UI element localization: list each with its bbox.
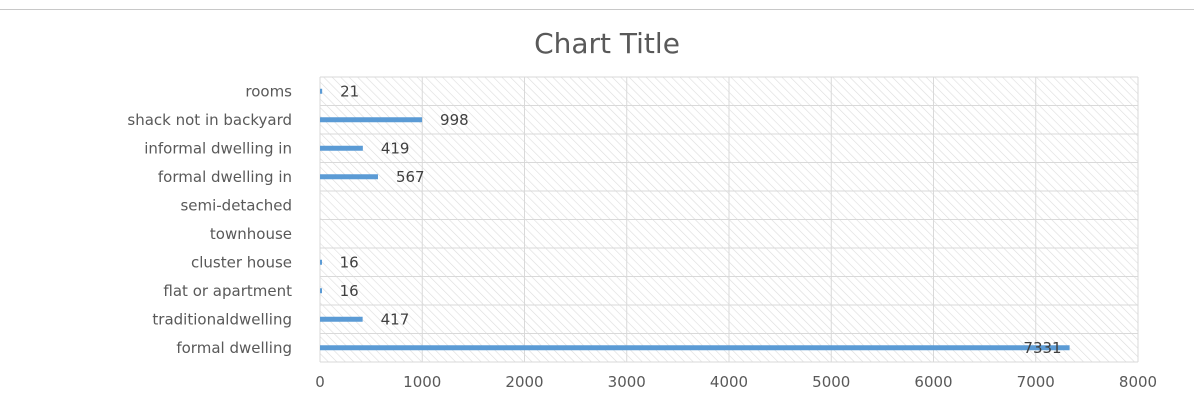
category-labels: formal dwelling traditionaldwelling flat o… [127,82,292,357]
bar [320,316,363,322]
gridlines [319,76,1139,363]
data-label: 21 [340,82,359,100]
data-label: 998 [440,111,469,129]
x-tick-label: 5000 [812,373,850,391]
bars [320,88,1070,351]
data-label: 419 [381,139,410,157]
category-label: traditionaldwelling [152,310,292,328]
category-label: flat or apartment [163,282,292,300]
x-tick-label: 7000 [1017,373,1055,391]
data-labels: 7331 417 16 16 567 419 998 21 [340,82,1062,357]
x-tick-label: 1000 [403,373,441,391]
bar [320,259,322,265]
bar [320,88,323,94]
bar [320,145,363,151]
x-tick-label: 3000 [608,373,646,391]
data-label: 417 [381,310,410,328]
x-tick-label: 6000 [914,373,952,391]
bar [320,288,322,294]
x-axis-ticks: 0 1000 2000 3000 4000 5000 6000 7000 8000 [315,373,1157,391]
bar [320,117,423,123]
category-label: rooms [245,82,292,100]
category-label: formal dwelling in [158,168,292,186]
data-label: 16 [340,253,359,271]
data-label: 7331 [1023,339,1061,357]
category-label: townhouse [210,225,292,243]
x-tick-label: 4000 [710,373,748,391]
x-tick-label: 2000 [505,373,543,391]
category-label: formal dwelling [176,339,292,357]
category-label: cluster house [191,253,292,271]
category-label: informal dwelling in [144,139,292,157]
x-tick-label: 0 [315,373,325,391]
x-tick-label: 8000 [1119,373,1157,391]
category-label: semi-detached [180,196,292,214]
bar [320,174,378,180]
data-label: 567 [396,168,425,186]
chart-title: Chart Title [534,27,680,60]
data-label: 16 [340,282,359,300]
top-divider [0,9,1194,10]
category-label: shack not in backyard [127,111,292,129]
bar [320,345,1070,351]
